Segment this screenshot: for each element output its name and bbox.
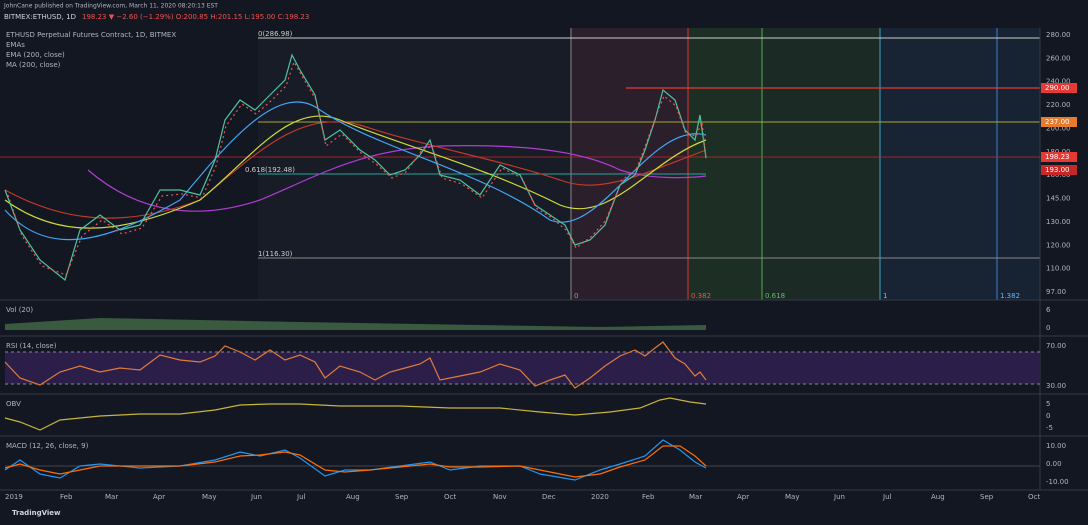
price-axis-label: 280.00 [1046,31,1071,39]
price-tag-bg [1041,83,1077,93]
month-label: Jun [250,493,262,501]
pane-label: MACD (12, 26, close, 9) [6,442,89,450]
signal-path [4,445,707,478]
price-tag: 198.23 [1045,153,1070,161]
month-label: May [202,493,216,501]
ema [4,121,707,219]
month-label: Aug [931,493,945,501]
month-label: Nov [493,493,507,501]
month-label: 2019 [5,493,23,501]
pane-axis-label: 6 [1046,306,1051,314]
pane-axis-label: 0 [1046,412,1050,420]
price-tag: 237.00 [1045,118,1070,126]
price-path [4,53,707,282]
zone-label: 1 [883,292,887,300]
legend-item: EMAs [6,41,25,49]
month-label: Jun [833,493,845,501]
month-label: 2020 [591,493,609,501]
price-axis-label: 145.00 [1046,195,1071,203]
pane-axis-label: -5 [1046,424,1053,432]
zone-label: 1.382 [1000,292,1020,300]
price-tag: 290.00 [1045,84,1070,92]
price-tag: 193.00 [1045,166,1070,174]
pane-axis-label: 0.00 [1046,460,1062,468]
zone-bg [997,28,1040,300]
legend-title: ETHUSD Perpetual Futures Contract, 1D, B… [6,31,176,39]
price-path [7,60,707,276]
month-label: Dec [542,493,556,501]
price-axis-label: 240.00 [1046,78,1071,86]
price-axis-label: 120.00 [1046,241,1071,249]
price-tag-bg [1041,165,1077,175]
month-label: Feb [642,493,655,501]
zone-bg [762,28,880,300]
price-axis-label: 110.00 [1046,265,1071,273]
price-axis-label: 220.00 [1046,101,1071,109]
footer-bg [0,506,70,520]
volume-area [5,318,706,330]
month-label: Apr [737,493,749,501]
publisher: JohnCane published on TradingView.com, M… [3,3,218,10]
zone-bg [688,28,762,300]
obv-path [4,397,707,431]
price-axis-label: 160.00 [1046,171,1071,179]
month-label: Jul [296,493,306,501]
quote: 198.23 ▼ −2.60 (−1.29%) O:200.85 H:201.1… [82,13,309,21]
legend-item: EMA (200, close) [6,51,65,59]
pane-label: OBV [6,400,21,408]
symbol: BITMEX:ETHUSD, 1D [4,13,76,21]
rsi-band [5,352,1040,384]
pane-label: RSI (14, close) [6,342,57,350]
price-axis-label: 130.00 [1046,218,1071,226]
ema [4,101,707,241]
pane-axis-label: 30.00 [1046,382,1066,390]
fib-label: 0(286.98) [258,30,293,38]
price-tag-bg [1041,117,1077,127]
pane-axis-label: 70.00 [1046,342,1066,350]
month-label: Apr [153,493,165,501]
month-label: Jul [882,493,892,501]
pane-axis-label: 5 [1046,400,1050,408]
month-label: Sep [980,493,994,501]
month-label: May [785,493,799,501]
pane-axis-label: 0 [1046,324,1050,332]
zone-label: 0.382 [691,292,711,300]
pane-label: Vol (20) [6,306,33,314]
price-axis-label: 200.00 [1046,124,1071,132]
footer: TradingView [12,509,61,517]
fib-label: 1(116.30) [258,250,293,258]
month-label: Oct [444,493,456,501]
price-axis-label: 97.00 [1046,288,1066,296]
zone-bg [880,28,997,300]
price-axis-label: 260.00 [1046,54,1071,62]
pane-axis-label: -10.00 [1046,478,1069,486]
ema [4,115,707,229]
price-tag-bg [1041,152,1077,162]
rsi-path [4,341,707,389]
month-label: Sep [395,493,409,501]
month-label: Aug [346,493,360,501]
fib-label: 0.618(192.48) [245,166,295,174]
zone-label: 0 [574,292,578,300]
zone-label: 0.618 [765,292,785,300]
pane-axis-label: 10.00 [1046,442,1066,450]
ma-200 [87,145,707,212]
fib-bg [258,38,571,300]
month-label: Mar [689,493,702,501]
month-label: Oct [1028,493,1040,501]
month-label: Feb [60,493,73,501]
month-label: Mar [105,493,118,501]
price-axis-label: 180.00 [1046,148,1071,156]
legend-item: MA (200, close) [6,61,61,69]
macd-path [4,439,707,481]
